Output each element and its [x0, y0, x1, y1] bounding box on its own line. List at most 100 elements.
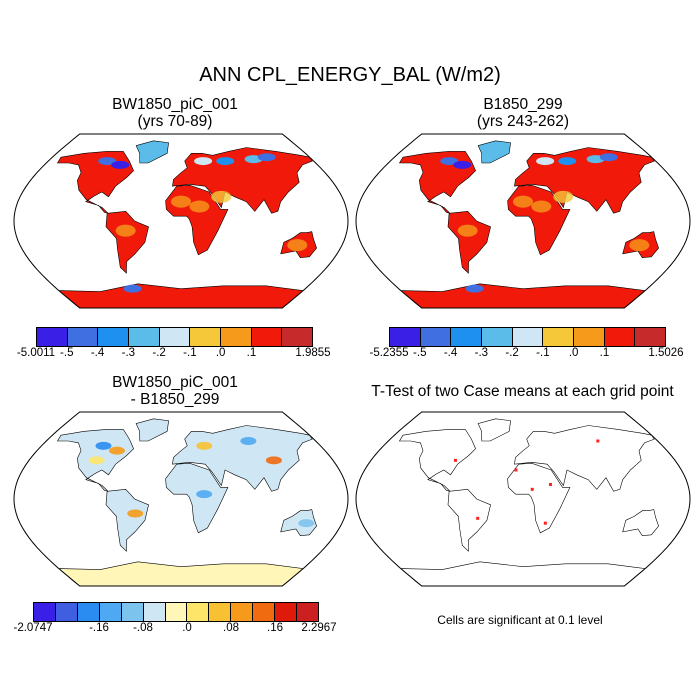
continent-north-america	[398, 429, 476, 492]
field-patch	[211, 190, 232, 203]
colorbar-swatch	[635, 328, 666, 346]
colorbar-tick-label: -.08	[133, 622, 153, 634]
colorbar-swatch	[187, 603, 210, 621]
panel-title-top-left-line2: (yrs 70-89)	[137, 113, 213, 130]
field-patch	[558, 157, 577, 166]
panel-title-top-right-line1: B1850_299	[483, 96, 563, 113]
field-patch	[240, 437, 257, 445]
colorbar-tick-label: .1	[599, 347, 610, 359]
colorbar-top-right	[389, 327, 666, 347]
colorbar-swatch	[34, 603, 56, 621]
continent-antarctica	[400, 283, 646, 308]
colorbar-top-left	[36, 327, 313, 347]
map-top-right	[355, 133, 691, 309]
colorbar-tick-label: 1.9855	[295, 347, 331, 359]
continent-south-america	[105, 210, 149, 274]
field-patch	[196, 441, 213, 450]
colorbar-swatch	[165, 603, 188, 621]
continent-africa	[507, 462, 571, 534]
continent-greenland	[477, 140, 511, 164]
field-patch	[194, 157, 213, 166]
continent-africa	[165, 462, 229, 534]
field-patch	[95, 441, 112, 450]
main-title: ANN CPL_ENERGY_BAL (W/m2)	[199, 64, 501, 86]
field-patch	[453, 160, 472, 169]
map-frame	[355, 411, 691, 587]
colorbar-tick-label: -.4	[443, 347, 458, 359]
continent-south-america	[447, 488, 491, 552]
field-patch	[457, 224, 478, 237]
field-patch	[298, 519, 315, 528]
map-frame	[13, 411, 349, 587]
colorbar-swatch	[253, 603, 276, 621]
colorbar-tick-label: -.5	[413, 347, 427, 359]
field-patch	[531, 200, 552, 213]
colorbar-swatch	[190, 328, 222, 346]
continent-greenland	[477, 418, 511, 442]
colorbar-swatch	[390, 328, 421, 346]
field-patch	[111, 160, 130, 169]
colorbar-swatch	[129, 328, 160, 346]
continent-south-america	[447, 210, 491, 274]
field-patch	[123, 284, 142, 293]
panel-title-bottom-left: BW1850_piC_001 - B1850_299	[10, 374, 340, 408]
colorbar-tick-label: .0	[215, 347, 226, 359]
field-patch	[189, 200, 210, 213]
field-patch	[513, 195, 533, 208]
colorbar-tick-label: -.3	[474, 347, 489, 359]
colorbar-tick-label: -.1	[183, 347, 197, 359]
panel-title-bottom-left-line2: - B1850_299	[130, 391, 220, 408]
significant-cell	[543, 521, 547, 525]
colorbar-swatch	[282, 328, 313, 346]
continent-south-america	[105, 488, 149, 552]
field-patch	[465, 284, 484, 293]
colorbar-swatch	[604, 328, 636, 346]
colorbar-swatch	[543, 328, 575, 346]
colorbar-swatch	[67, 328, 99, 346]
panel-title-bottom-right: T-Test of two Case means at each grid po…	[371, 383, 674, 400]
colorbar-swatch	[251, 328, 283, 346]
colorbar-swatch	[159, 328, 191, 346]
field-patch	[440, 157, 459, 166]
colorbar-tick-label: -.5	[60, 347, 74, 359]
continent-eurasia	[514, 425, 655, 492]
continent-antarctica	[58, 561, 304, 586]
colorbar-swatch	[37, 328, 68, 346]
panel-title-top-right: B1850_299 (yrs 243-262)	[358, 96, 688, 130]
colorbar-swatch	[297, 603, 318, 621]
colorbar-tick-label: -.16	[89, 622, 109, 634]
panel-title-bottom-left-line1: BW1850_piC_001	[112, 374, 238, 391]
field-patch	[629, 239, 650, 252]
field-patch	[599, 153, 618, 162]
significant-cell	[548, 483, 552, 486]
colorbar-bottom-left	[33, 602, 319, 622]
colorbar-tick-label: .0	[568, 347, 579, 359]
colorbar-swatch	[121, 603, 144, 621]
continent-australia	[622, 509, 659, 537]
significance-note: Cells are significant at 0.1 level	[437, 613, 603, 627]
field-patch	[553, 190, 574, 203]
colorbar-tick-label: -.1	[536, 347, 550, 359]
colorbar-tick-label: .1	[246, 347, 257, 359]
field-patch	[265, 456, 282, 465]
field-patch	[108, 446, 125, 455]
colorbar-swatch	[451, 328, 483, 346]
significant-cell	[596, 439, 600, 443]
colorbar-swatch	[231, 603, 254, 621]
continent-greenland	[135, 418, 169, 442]
field-patch	[196, 490, 213, 499]
colorbar-swatch	[55, 603, 78, 621]
continent-antarctica	[58, 283, 304, 308]
field-patch	[88, 456, 105, 465]
significant-cell	[530, 487, 534, 491]
panel-title-top-left-line1: BW1850_piC_001	[112, 96, 238, 113]
field-patch	[127, 509, 144, 518]
field-patch	[115, 224, 136, 237]
continent-eurasia	[172, 425, 313, 492]
colorbar-swatch	[482, 328, 513, 346]
colorbar-tick-label: .0	[182, 622, 192, 634]
colorbar-swatch	[77, 603, 100, 621]
colorbar-tick-label: .16	[267, 622, 283, 634]
colorbar-swatch	[221, 328, 252, 346]
map-bottom-left	[13, 411, 349, 587]
